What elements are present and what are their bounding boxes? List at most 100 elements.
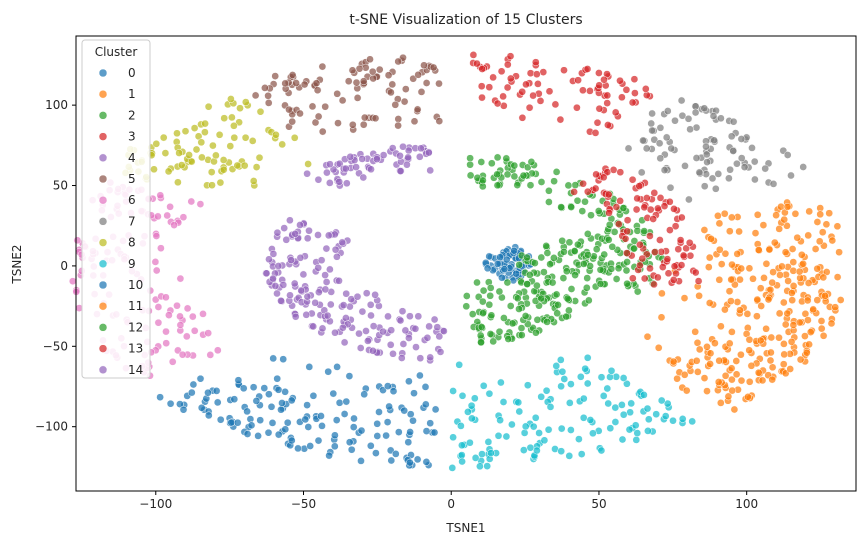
- data-point: [362, 289, 371, 298]
- data-point: [486, 284, 495, 292]
- data-point: [737, 350, 745, 359]
- data-point: [607, 265, 616, 273]
- data-point: [559, 274, 568, 282]
- data-point: [663, 399, 672, 408]
- data-point: [339, 301, 348, 309]
- data-point: [489, 73, 497, 82]
- data-point: [502, 154, 511, 163]
- x-tick-label: −100: [139, 497, 172, 511]
- data-point: [670, 205, 678, 213]
- data-point: [641, 85, 650, 93]
- data-point: [576, 372, 585, 381]
- data-point: [500, 265, 509, 273]
- data-point: [783, 202, 792, 211]
- data-point: [508, 420, 516, 429]
- data-point: [789, 321, 798, 329]
- data-point: [426, 353, 435, 362]
- legend-title: Cluster: [95, 45, 138, 59]
- data-point: [599, 173, 608, 182]
- data-point: [531, 58, 540, 67]
- data-point: [525, 103, 534, 112]
- data-point: [296, 253, 305, 262]
- data-point: [813, 264, 822, 273]
- data-point: [729, 147, 738, 155]
- data-point: [674, 245, 683, 254]
- data-point: [552, 168, 561, 176]
- data-point: [375, 65, 384, 74]
- data-point: [318, 422, 326, 430]
- data-point: [579, 394, 588, 403]
- data-point: [556, 356, 565, 364]
- legend-marker: [98, 344, 108, 353]
- data-point: [279, 281, 288, 289]
- series-14: [303, 142, 435, 190]
- data-point: [457, 422, 465, 430]
- data-point: [780, 350, 789, 359]
- data-point: [650, 189, 659, 197]
- data-point: [396, 316, 405, 325]
- data-point: [623, 249, 631, 257]
- data-point: [749, 274, 757, 283]
- data-point: [397, 354, 406, 362]
- data-point: [371, 114, 380, 123]
- data-point: [700, 182, 709, 191]
- data-point: [323, 311, 332, 320]
- data-point: [532, 328, 540, 337]
- data-point: [290, 133, 299, 142]
- data-point: [391, 100, 400, 109]
- data-point: [401, 85, 410, 93]
- data-point: [599, 392, 608, 400]
- data-point: [637, 168, 646, 177]
- data-point: [642, 194, 651, 202]
- data-point: [606, 424, 615, 433]
- data-point: [640, 203, 649, 212]
- points-layer: [68, 51, 845, 472]
- data-point: [448, 464, 457, 472]
- data-point: [303, 234, 312, 243]
- data-point: [729, 117, 738, 126]
- data-point: [595, 81, 604, 90]
- data-point: [483, 264, 492, 273]
- data-point: [458, 391, 467, 400]
- data-point: [296, 221, 304, 229]
- data-point: [251, 91, 260, 100]
- data-point: [600, 75, 608, 84]
- data-point: [796, 355, 805, 364]
- data-point: [711, 339, 719, 348]
- data-point: [164, 167, 173, 176]
- y-tick-label: −100: [35, 420, 68, 434]
- data-point: [797, 250, 806, 259]
- legend-marker: [98, 132, 108, 141]
- data-point: [600, 250, 609, 259]
- data-point: [577, 450, 586, 458]
- data-point: [150, 165, 158, 174]
- data-point: [325, 179, 334, 187]
- data-point: [152, 232, 161, 240]
- data-point: [387, 88, 395, 97]
- data-point: [357, 426, 366, 435]
- data-point: [635, 182, 644, 190]
- data-point: [756, 336, 765, 345]
- data-point: [502, 255, 511, 264]
- data-point: [728, 328, 736, 336]
- data-point: [154, 318, 163, 327]
- data-point: [656, 236, 664, 244]
- data-point: [695, 345, 704, 354]
- data-point: [529, 91, 537, 100]
- data-point: [707, 234, 715, 243]
- legend-marker: [98, 174, 108, 184]
- data-point: [816, 210, 825, 219]
- data-point: [199, 310, 207, 318]
- data-point: [339, 323, 347, 332]
- data-point: [745, 335, 754, 344]
- data-point: [423, 333, 432, 342]
- data-point: [727, 213, 736, 222]
- data-point: [430, 428, 439, 437]
- data-point: [346, 152, 355, 161]
- data-point: [470, 394, 479, 403]
- data-point: [579, 86, 587, 95]
- data-point: [301, 415, 310, 424]
- data-point: [709, 112, 718, 120]
- data-point: [254, 432, 262, 440]
- legend-marker: [98, 280, 108, 290]
